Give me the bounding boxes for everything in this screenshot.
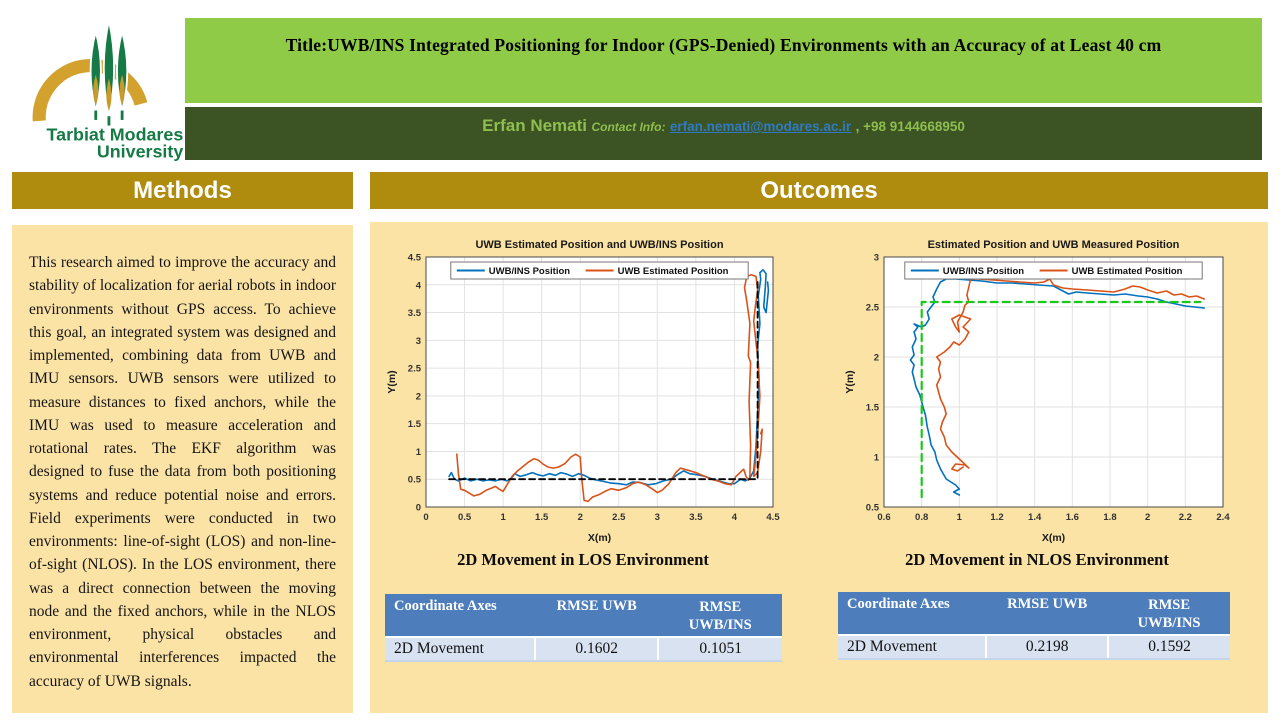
methods-panel: This research aimed to improve the accur…: [12, 225, 353, 713]
svg-text:0.5: 0.5: [458, 512, 472, 523]
logo-tree-stems: [94, 110, 124, 126]
svg-text:1.5: 1.5: [535, 512, 549, 523]
svg-text:4: 4: [416, 280, 422, 291]
cell-rmse-uwbins: 0.1592: [1107, 634, 1230, 661]
svg-text:2.5: 2.5: [408, 364, 422, 375]
outcomes-title: Outcomes: [760, 176, 878, 204]
svg-text:1: 1: [874, 453, 880, 464]
methods-title: Methods: [133, 176, 232, 204]
svg-text:3: 3: [655, 512, 660, 523]
col-header-coordinate-axes: Coordinate Axes: [838, 592, 987, 636]
svg-text:Estimated Position and UWB Mea: Estimated Position and UWB Measured Posi…: [928, 239, 1180, 251]
author-name: Erfan Nemati: [482, 116, 588, 135]
svg-text:3.5: 3.5: [689, 512, 703, 523]
svg-text:2: 2: [578, 512, 583, 523]
tarbiat-modares-logo-icon: Tarbiat Modares University: [32, 19, 184, 162]
logo-text-line1: Tarbiat Modares: [47, 125, 184, 145]
cell-rmse-uwb: 0.2198: [985, 634, 1109, 661]
methods-text: This research aimed to improve the accur…: [29, 254, 336, 690]
svg-text:4: 4: [732, 512, 738, 523]
cell-axes: 2D Movement: [838, 634, 987, 661]
los-chart-caption: 2D Movement in LOS Environment: [457, 550, 709, 569]
cell-axes: 2D Movement: [385, 636, 535, 663]
svg-text:1: 1: [416, 447, 422, 458]
cell-rmse-uwb: 0.1602: [533, 636, 659, 663]
nlos-chart: 0.6 0.8 1 1.2 1.4 1.6 1.8 2 2.2 2.4 0.5 1 1.5 2 2.5 3 Es…: [842, 235, 1232, 552]
poster-title: Title:UWB/INS Integrated Positioning for…: [285, 35, 1162, 55]
svg-text:1: 1: [500, 512, 506, 523]
svg-text:2.4: 2.4: [1216, 512, 1230, 523]
svg-text:0.5: 0.5: [408, 475, 422, 486]
outcomes-panel: 0 0.5 1 1.5 2 2.5 3 3.5 4 4.5 0 0.5 1 1.5 2 2.5 3 3.5 4 4.5…: [370, 222, 1268, 713]
svg-text:1.5: 1.5: [408, 419, 422, 430]
table-row: 2D Movement 0.1602 0.1051: [385, 636, 782, 663]
col-header-rmse-uwb: RMSE UWB: [986, 592, 1109, 636]
table-row: 2D Movement 0.2198 0.1592: [838, 634, 1230, 661]
svg-text:3.5: 3.5: [408, 308, 422, 319]
col-header-rmse-uwbins: RMSE UWB/INS: [1108, 592, 1230, 636]
svg-text:1.5: 1.5: [866, 403, 880, 414]
svg-text:3: 3: [874, 253, 879, 264]
svg-text:0.5: 0.5: [866, 503, 880, 514]
table-header-row: Coordinate Axes RMSE UWB RMSE UWB/INS: [385, 594, 782, 638]
svg-text:2.5: 2.5: [612, 512, 626, 523]
col-header-rmse-uwbins: RMSE UWB/INS: [658, 594, 782, 638]
svg-text:2.5: 2.5: [866, 303, 880, 314]
svg-text:0: 0: [416, 503, 421, 514]
svg-text:0: 0: [423, 512, 428, 523]
svg-text:0.8: 0.8: [915, 512, 928, 523]
svg-text:UWB/INS Position: UWB/INS Position: [943, 266, 1024, 277]
university-logo: Tarbiat Modares University: [28, 8, 188, 166]
contact-info-label: Contact Info:: [591, 120, 666, 134]
svg-text:UWB Estimated Position: UWB Estimated Position: [618, 266, 729, 277]
svg-text:0.6: 0.6: [877, 512, 890, 523]
svg-text:X(m): X(m): [588, 532, 611, 544]
poster-title-bar: Title:UWB/INS Integrated Positioning for…: [185, 18, 1262, 103]
logo-arch: [32, 59, 148, 122]
svg-text:1.6: 1.6: [1066, 512, 1079, 523]
los-chart: 0 0.5 1 1.5 2 2.5 3 3.5 4 4.5 0 0.5 1 1.5 2 2.5 3 3.5 4 4.5…: [384, 235, 782, 552]
col-header-coordinate-axes: Coordinate Axes: [385, 594, 535, 638]
svg-text:2: 2: [1145, 512, 1150, 523]
svg-text:4.5: 4.5: [408, 253, 422, 264]
svg-text:2.2: 2.2: [1179, 512, 1192, 523]
contact-bar: Erfan Nemati Contact Info: erfan.nemati@…: [185, 107, 1262, 160]
svg-text:Y(m): Y(m): [844, 370, 856, 393]
phone-number: , +98 9144668950: [855, 119, 965, 134]
svg-text:4.5: 4.5: [766, 512, 780, 523]
svg-text:1.8: 1.8: [1103, 512, 1116, 523]
email-link[interactable]: erfan.nemati@modares.ac.ir: [669, 119, 852, 134]
svg-text:3: 3: [416, 336, 421, 347]
methods-section-header: Methods: [12, 172, 353, 209]
svg-text:1.4: 1.4: [1028, 512, 1042, 523]
nlos-chart-caption: 2D Movement in NLOS Environment: [905, 550, 1169, 569]
svg-text:Y(m): Y(m): [386, 370, 398, 393]
logo-tree-drops: [93, 74, 125, 111]
col-header-rmse-uwb: RMSE UWB: [534, 594, 659, 638]
svg-text:UWB Estimated Position: UWB Estimated Position: [1072, 266, 1183, 277]
nlos-rmse-table: Coordinate Axes RMSE UWB RMSE UWB/INS 2D…: [838, 592, 1230, 661]
svg-text:2: 2: [874, 353, 879, 364]
svg-text:2: 2: [416, 391, 421, 402]
logo-text-line2: University: [97, 142, 183, 162]
table-header-row: Coordinate Axes RMSE UWB RMSE UWB/INS: [838, 592, 1230, 636]
svg-text:X(m): X(m): [1042, 532, 1065, 544]
svg-text:1.2: 1.2: [990, 512, 1003, 523]
outcomes-section-header: Outcomes: [370, 172, 1268, 209]
svg-text:UWB/INS Position: UWB/INS Position: [489, 266, 570, 277]
svg-text:1: 1: [957, 512, 963, 523]
svg-text:UWB Estimated Position and UWB: UWB Estimated Position and UWB/INS Posit…: [475, 239, 723, 251]
los-rmse-table: Coordinate Axes RMSE UWB RMSE UWB/INS 2D…: [385, 594, 782, 663]
cell-rmse-uwbins: 0.1051: [657, 636, 782, 663]
